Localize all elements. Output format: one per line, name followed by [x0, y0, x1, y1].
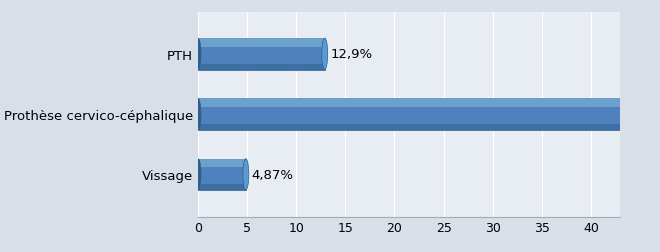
- Bar: [198, 65, 325, 70]
- Bar: [198, 159, 246, 190]
- Bar: [198, 39, 325, 48]
- Bar: [198, 185, 246, 190]
- Ellipse shape: [243, 159, 249, 190]
- Ellipse shape: [195, 39, 201, 70]
- Bar: [198, 159, 246, 168]
- Bar: [198, 99, 660, 108]
- Ellipse shape: [195, 159, 201, 190]
- Text: 12,9%: 12,9%: [331, 48, 373, 61]
- Text: 4,87%: 4,87%: [251, 168, 294, 181]
- Bar: [198, 125, 660, 130]
- Bar: [198, 99, 660, 130]
- Bar: [198, 39, 325, 70]
- Ellipse shape: [195, 99, 201, 130]
- Ellipse shape: [322, 39, 327, 70]
